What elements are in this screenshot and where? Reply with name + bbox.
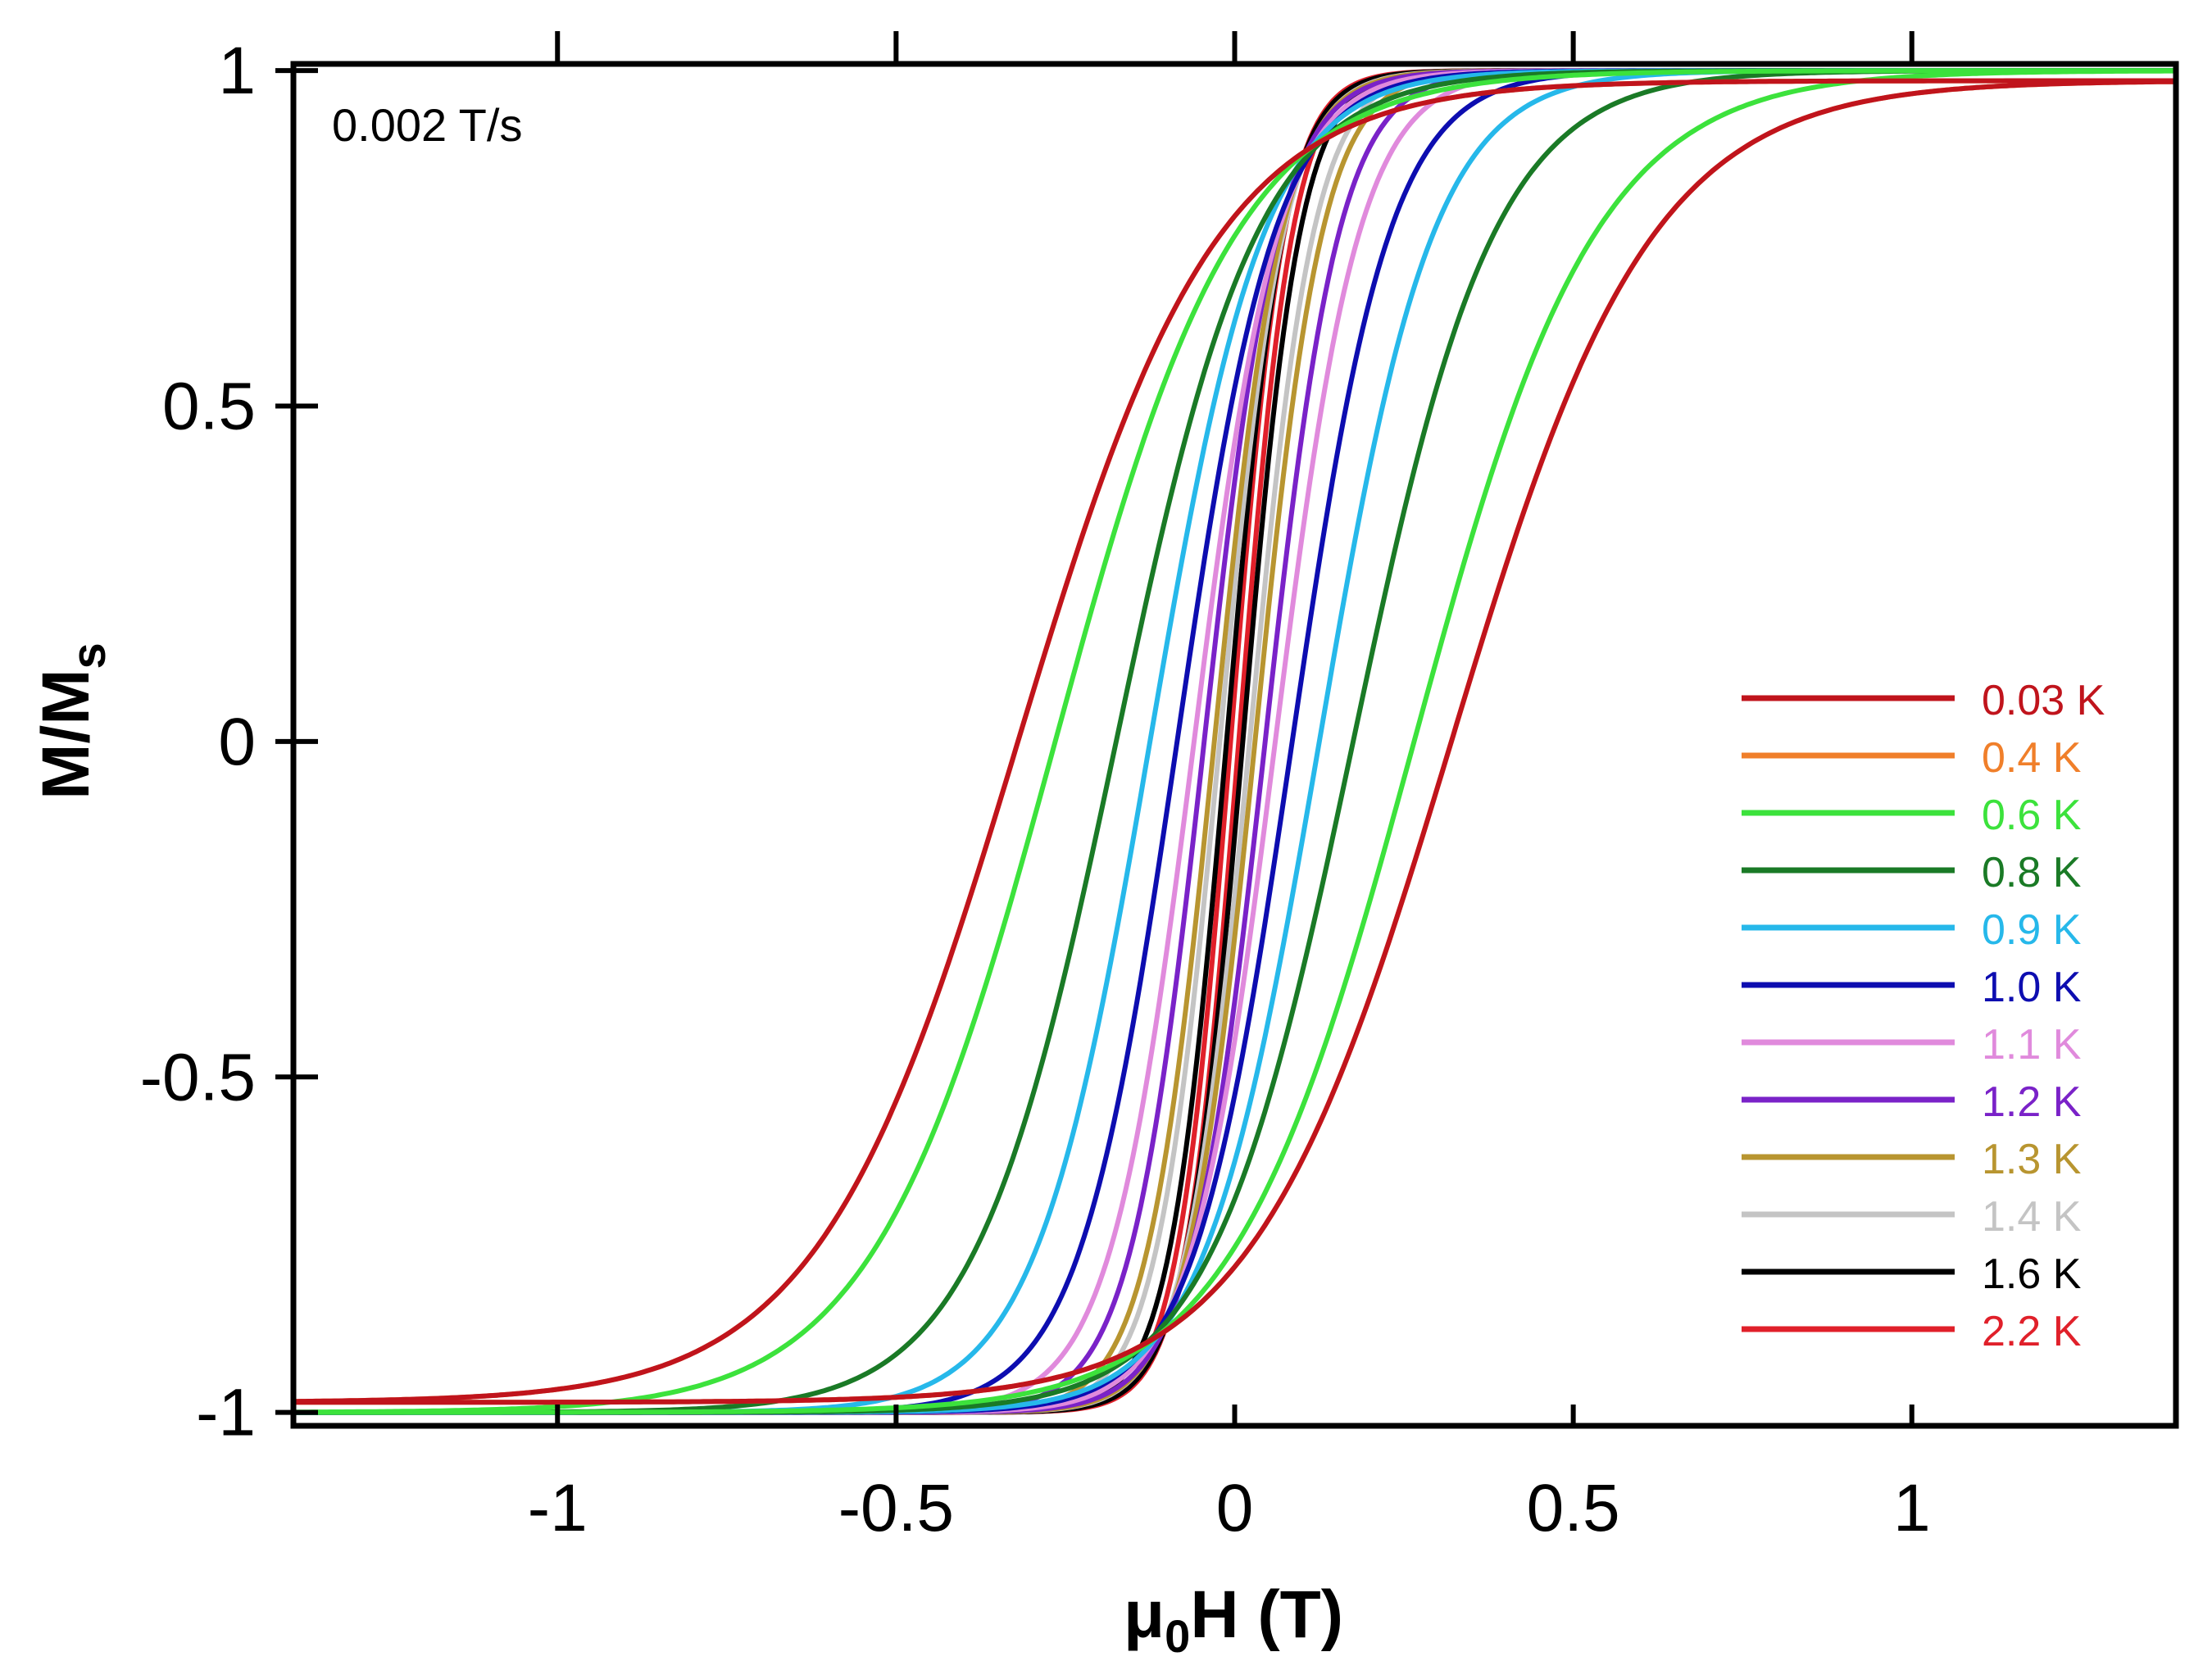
series-line — [293, 68, 2176, 1415]
series-line — [293, 68, 2176, 1415]
x-label-rest: H (T) — [1190, 1577, 1343, 1652]
series-line — [293, 68, 2176, 1415]
legend-label: 1.3 K — [1982, 1136, 2082, 1183]
series-line — [293, 68, 2176, 1415]
series-line — [293, 68, 2176, 1415]
legend-label: 1.2 K — [1982, 1078, 2082, 1126]
series-line — [293, 68, 2176, 1415]
series-line — [293, 68, 2176, 1415]
series-line — [293, 68, 2176, 1415]
y-tick-label: 1 — [218, 34, 256, 108]
series-line — [293, 78, 2176, 1405]
legend-label: 1.6 K — [1982, 1250, 2082, 1298]
series-line — [293, 68, 2176, 1415]
legend-label: 0.9 K — [1982, 906, 2082, 954]
series-line — [293, 68, 2176, 1415]
series-line — [293, 68, 2176, 1415]
series-line — [293, 68, 2176, 1415]
x-tick-label: 0 — [1216, 1471, 1254, 1545]
y-tick-label: -0.5 — [140, 1040, 256, 1114]
x-tick-label: -0.5 — [838, 1471, 954, 1545]
series-line — [293, 68, 2176, 1415]
y-label-subscript: s — [62, 642, 116, 669]
legend-label: 0.4 K — [1982, 734, 2082, 782]
x-tick-label: 1 — [1893, 1471, 1931, 1545]
series-line — [293, 68, 2176, 1415]
tick-layer: -1 -0.5 0 0.5 1 -1 -0.5 0 0.5 1 — [140, 31, 1931, 1545]
x-tick-label: -1 — [528, 1471, 588, 1545]
plot-frame — [290, 61, 2179, 1429]
x-tick-label: 0.5 — [1527, 1471, 1620, 1545]
y-tick-label: -1 — [196, 1376, 256, 1450]
series-line — [293, 68, 2176, 1415]
legend-label: 1.1 K — [1982, 1021, 2082, 1069]
y-label-main: M/M — [29, 669, 103, 799]
legend-label: 1.4 K — [1982, 1193, 2082, 1241]
series-line — [293, 68, 2176, 1415]
x-axis-label: μ0H (T) — [1124, 1577, 1343, 1661]
series-line — [293, 68, 2176, 1415]
legend-label: 0.6 K — [1982, 792, 2082, 839]
series-line — [293, 68, 2176, 1415]
series-line — [293, 68, 2176, 1415]
series-line — [293, 68, 2176, 1415]
y-tick-label: 0 — [218, 705, 256, 779]
y-tick-label: 0.5 — [162, 370, 256, 444]
legend-label: 1.0 K — [1982, 964, 2082, 1011]
legend-label: 2.2 K — [1982, 1308, 2082, 1355]
legend-label: 0.8 K — [1982, 849, 2082, 896]
curve-layer — [293, 68, 2176, 1415]
sweep-rate-annotation: 0.002 T/s — [332, 99, 522, 151]
legend-label: 0.03 K — [1982, 677, 2105, 724]
legend: 0.03 K 0.4 K 0.6 K 0.8 K 0.9 K 1.0 K 1.1 K 1.2 … — [1742, 677, 2105, 1355]
x-label-mu: μ — [1124, 1577, 1165, 1652]
y-axis-label: M/Ms — [29, 642, 116, 800]
series-line — [293, 79, 2176, 1405]
x-label-subscript: 0 — [1165, 1610, 1190, 1661]
